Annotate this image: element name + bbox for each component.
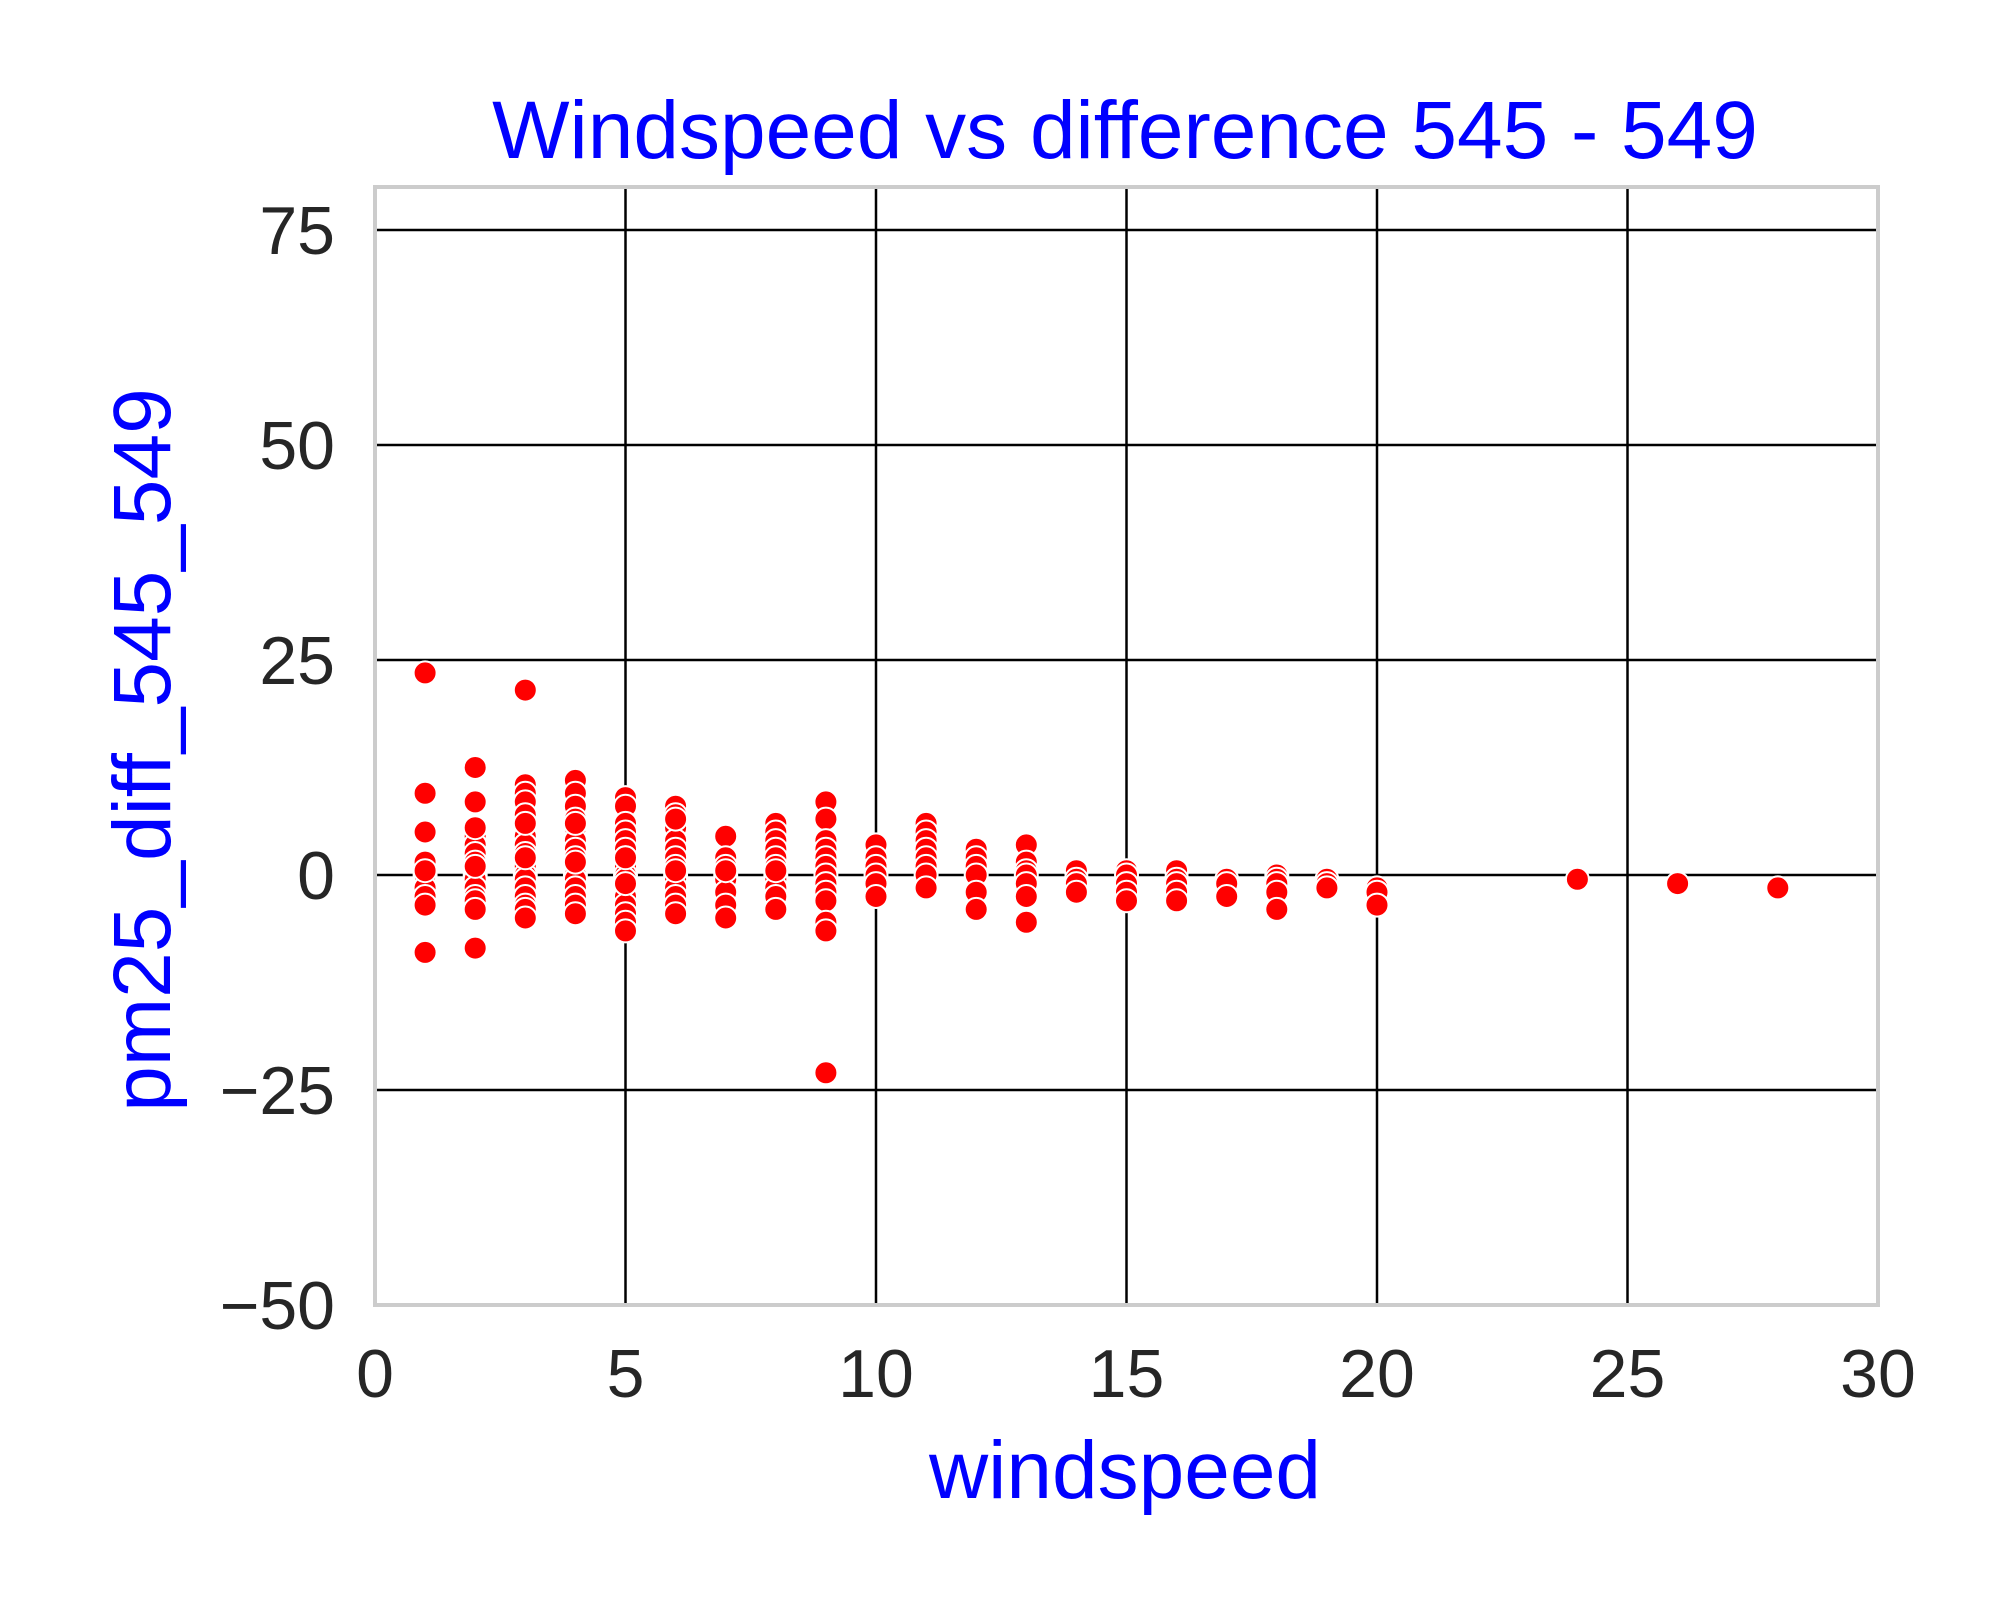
x-tick-labels: 0 5 10 15 20 25 30 [356, 1336, 1916, 1412]
data-point [1264, 896, 1290, 922]
data-points [412, 660, 1791, 1086]
data-point [412, 892, 438, 918]
data-point [1364, 892, 1390, 918]
y-axis-label: pm25_diff_545_549 [97, 388, 188, 1111]
data-point [412, 819, 438, 845]
data-point [1564, 866, 1590, 892]
data-point [1114, 888, 1139, 914]
data-point [863, 884, 889, 909]
chart-title: Windspeed vs difference 545 - 549 [492, 85, 1758, 176]
x-tick-label: 5 [607, 1336, 645, 1412]
data-point [963, 896, 989, 922]
y-tick-label: 75 [259, 193, 335, 269]
data-point [763, 858, 789, 884]
data-point [813, 1060, 839, 1086]
data-point [813, 806, 839, 832]
data-point [462, 896, 488, 922]
x-tick-label: 10 [838, 1336, 914, 1412]
data-point [1063, 879, 1089, 905]
data-point [613, 871, 638, 897]
data-point [763, 896, 789, 922]
data-point [813, 888, 839, 914]
x-axis-label: windspeed [928, 1425, 1321, 1516]
y-tick-label: −25 [220, 1053, 335, 1129]
data-point [1665, 871, 1691, 897]
gridlines [375, 187, 1878, 1305]
y-tick-label: 50 [259, 408, 335, 484]
plot-frame [373, 185, 1880, 1307]
x-tick-label: 0 [356, 1336, 394, 1412]
data-point [913, 875, 939, 901]
x-tick-label: 20 [1339, 1336, 1415, 1412]
data-point [713, 823, 739, 849]
data-point [1765, 875, 1791, 901]
data-point [613, 845, 638, 871]
data-point [512, 905, 538, 931]
data-point [462, 935, 488, 961]
data-point [562, 849, 588, 875]
data-point [813, 918, 839, 944]
data-point [412, 939, 438, 965]
data-point [713, 858, 739, 884]
y-tick-labels: −50 −25 0 25 50 75 [220, 193, 335, 1344]
data-point [462, 853, 488, 879]
data-point [713, 905, 739, 931]
data-point [663, 858, 689, 884]
data-point [1314, 875, 1340, 901]
x-tick-label: 30 [1840, 1336, 1916, 1412]
data-point [663, 806, 689, 832]
data-point [562, 810, 588, 836]
data-point [1214, 884, 1240, 909]
y-tick-label: 25 [259, 623, 335, 699]
data-point [462, 789, 488, 815]
x-tick-label: 15 [1089, 1336, 1165, 1412]
data-point [1013, 884, 1039, 909]
data-point [1013, 909, 1039, 935]
data-point [512, 677, 538, 703]
data-point [613, 918, 638, 944]
data-point [412, 858, 438, 884]
data-point [512, 845, 538, 871]
data-point [462, 815, 488, 841]
data-point [412, 660, 438, 686]
data-point [562, 901, 588, 927]
data-point [512, 810, 538, 836]
data-point [1164, 888, 1190, 914]
y-tick-label: −50 [220, 1268, 335, 1344]
y-tick-label: 0 [297, 838, 335, 914]
data-point [412, 780, 438, 806]
data-point [663, 901, 689, 927]
x-tick-label: 25 [1590, 1336, 1666, 1412]
data-point [462, 755, 488, 780]
